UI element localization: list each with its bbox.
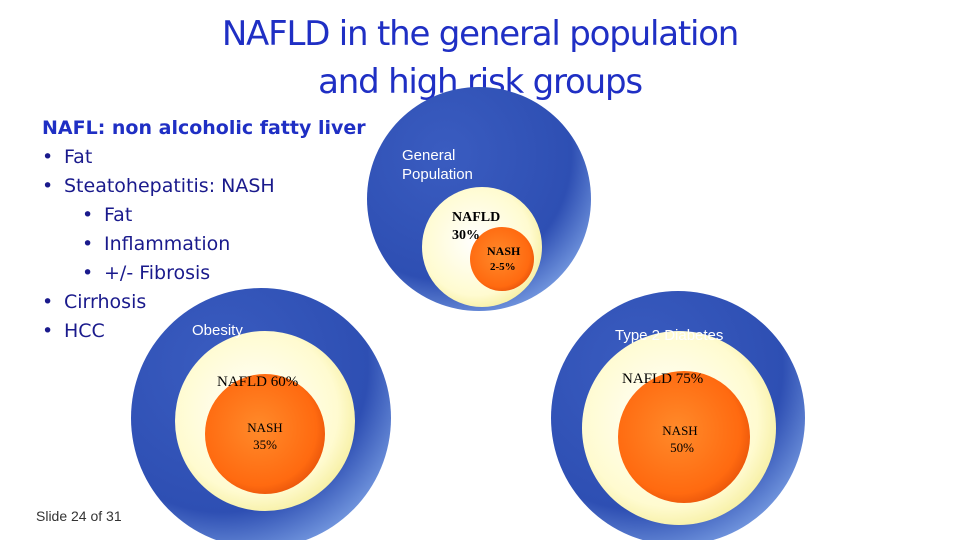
- definition-subitem: +/- Fibrosis: [42, 259, 366, 288]
- title-line-1: NAFLD in the general population: [221, 14, 740, 54]
- general-nash-value: 2-5%: [490, 261, 516, 273]
- diabetes-nash-label: NASH: [662, 423, 697, 438]
- general-label-line2: Population: [402, 166, 473, 183]
- diabetes-nash-value: 50%: [670, 440, 694, 455]
- general-nafld-label: NAFLD: [452, 210, 500, 225]
- obesity-nafld-text: NAFLD 60%: [217, 374, 298, 390]
- definition-item: HCC: [42, 317, 366, 346]
- diabetes-label: Type 2 Diabetes: [615, 327, 723, 344]
- obesity-nash-value: 35%: [253, 437, 277, 452]
- obesity-nash-circle: [205, 374, 325, 494]
- diabetes-group: Type 2 Diabetes NAFLD 75% NASH 50%: [551, 291, 805, 540]
- definition-item: Steatohepatitis: NASH: [42, 172, 366, 201]
- slide-number: Slide 24 of 31: [36, 508, 122, 524]
- slide-title: NAFLD in the general population and high…: [0, 10, 960, 106]
- general-nash-circle: [470, 227, 534, 291]
- general-nafld-value: 30%: [452, 228, 480, 243]
- definition-subitem: Inflammation: [42, 230, 366, 259]
- definition-item: Cirrhosis: [42, 288, 366, 317]
- definition-subitem: Fat: [42, 201, 366, 230]
- diabetes-nash-circle: [618, 371, 750, 503]
- obesity-group: Obesity NAFLD 60% NASH 35%: [131, 288, 391, 540]
- general-label-line1: General: [402, 147, 455, 164]
- obesity-nash-label: NASH: [247, 420, 282, 435]
- definition-heading: NAFL: non alcoholic fatty liver: [42, 117, 366, 139]
- general-nash-label: NASH: [487, 244, 521, 258]
- definition-item: Fat: [42, 143, 366, 172]
- definition-list: NAFL: non alcoholic fatty liver Fat Stea…: [42, 114, 366, 346]
- diabetes-nafld-text: NAFLD 75%: [622, 371, 703, 387]
- general-population-group: General Population NAFLD 30% NASH 2-5%: [367, 87, 591, 311]
